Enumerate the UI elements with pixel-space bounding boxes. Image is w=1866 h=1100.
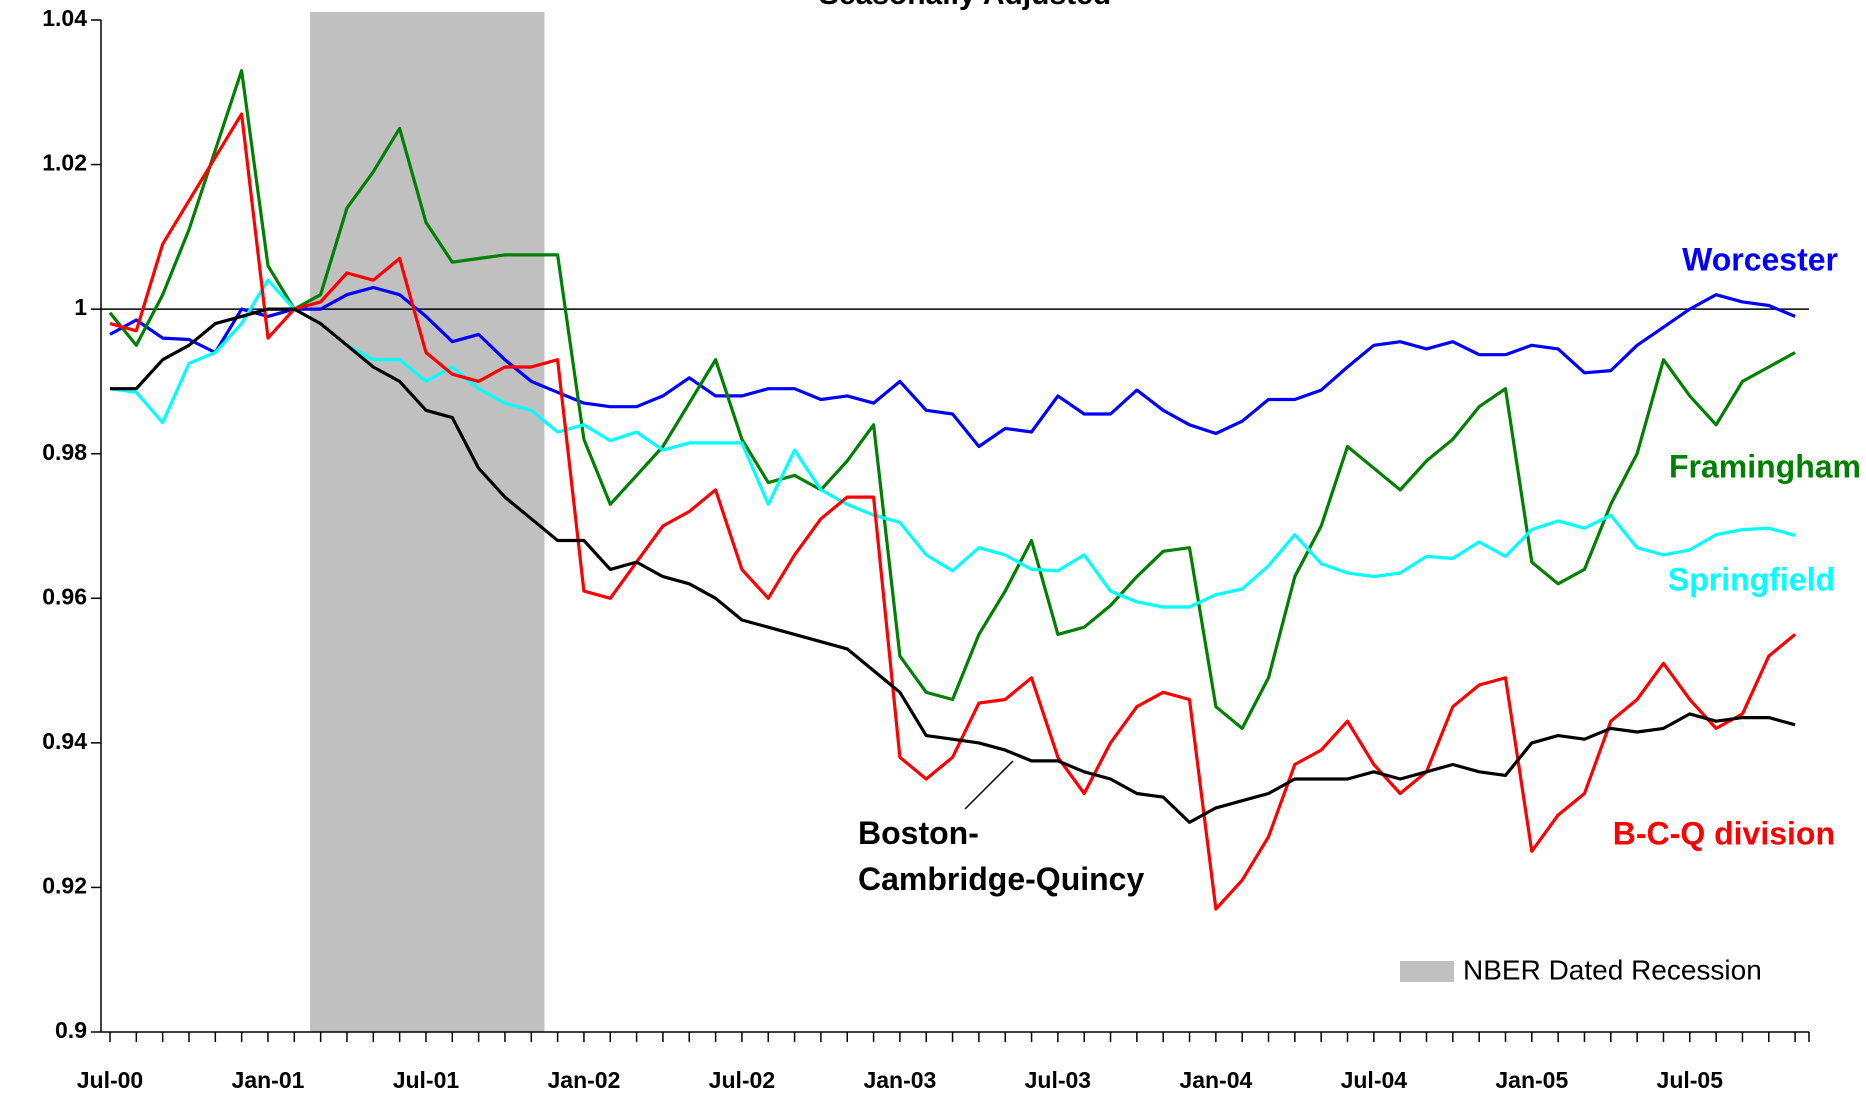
y-tick-label: 1.04	[42, 5, 87, 31]
series-label: Worcester	[1682, 241, 1838, 277]
x-tick-label: Jul-04	[1341, 1067, 1408, 1093]
series-line	[109, 112, 1797, 911]
leader-line	[964, 760, 1014, 810]
x-tick-label: Jul-01	[393, 1067, 460, 1093]
x-tick-label: Jan-04	[1179, 1067, 1252, 1093]
legend-label: NBER Dated Recession	[1463, 954, 1762, 985]
chart-subtitle: Seasonally Adjusted	[819, 0, 1111, 11]
x-tick-label: Jan-01	[232, 1067, 305, 1093]
y-tick-label: 0.94	[42, 728, 87, 754]
series-line	[108, 69, 1796, 730]
label-line: Cambridge-Quincy	[858, 861, 1144, 897]
series-label: Framingham	[1669, 448, 1861, 484]
legend-swatch	[1400, 961, 1454, 982]
series-label: B-C-Q division	[1613, 815, 1835, 851]
series-label: Springfield	[1668, 561, 1835, 597]
x-tick-label: Jan-02	[548, 1067, 621, 1093]
y-tick-label: 0.92	[42, 873, 87, 899]
y-tick-label: 1.02	[42, 150, 87, 176]
series-label: Boston- Cambridge-Quincy	[858, 815, 1144, 897]
x-tick-label: Jul-05	[1657, 1067, 1724, 1093]
x-tick-label: Jan-05	[1495, 1067, 1568, 1093]
x-tick-label: Jul-00	[77, 1067, 143, 1093]
y-tick-label: 0.98	[42, 439, 87, 465]
series-line	[109, 278, 1796, 609]
series-line	[110, 307, 1796, 824]
y-tick-label: 0.9	[55, 1017, 87, 1043]
x-tick-label: Jul-03	[1025, 1067, 1091, 1093]
x-tick-label: Jul-02	[709, 1067, 775, 1093]
y-tick-label: 1	[74, 294, 87, 320]
recession-band	[310, 12, 545, 1032]
y-tick-label: 0.96	[42, 583, 87, 609]
x-tick-label: Jan-03	[863, 1067, 936, 1093]
label-line: Boston-	[858, 815, 979, 851]
series-line	[109, 285, 1796, 449]
